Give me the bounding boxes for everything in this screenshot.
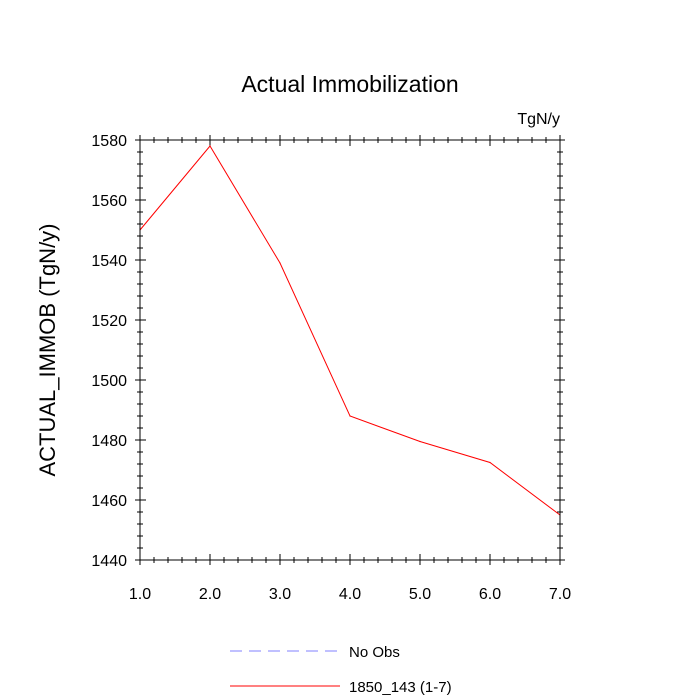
data-series xyxy=(139,145,561,516)
y-tick-label: 1560 xyxy=(91,193,127,210)
data-point xyxy=(209,145,211,147)
x-tick-label: 5.0 xyxy=(409,586,431,603)
data-point xyxy=(419,440,421,443)
x-tick-label: 6.0 xyxy=(479,586,501,603)
units-label: TgN/y xyxy=(517,111,560,128)
axis-tick-labels: 1440 1460 1480 1500 1520 1540 1560 1580 1.0 2.0 3.… xyxy=(91,133,571,603)
y-axis-label: ACTUAL_IMMOB (TgN/y) xyxy=(35,223,60,476)
legend-label-1850-143: 1850_143 (1-7) xyxy=(349,679,452,696)
data-point xyxy=(489,461,491,464)
legend: No Obs 1850_143 (1-7) xyxy=(230,644,452,696)
y-tick-label: 1500 xyxy=(91,373,127,390)
y-tick-label: 1580 xyxy=(91,133,127,150)
data-point xyxy=(349,415,351,417)
x-tick-label: 4.0 xyxy=(339,586,361,603)
series-line-0 xyxy=(139,145,561,516)
y-tick-label: 1540 xyxy=(91,253,127,270)
data-point xyxy=(279,262,281,264)
x-tick-label: 7.0 xyxy=(549,586,571,603)
plot-frame xyxy=(139,139,561,561)
x-tick-label: 2.0 xyxy=(199,586,221,603)
axis-ticks xyxy=(135,135,565,565)
chart-title: Actual Immobilization xyxy=(241,71,458,97)
y-tick-label: 1460 xyxy=(91,493,127,510)
legend-label-no-obs: No Obs xyxy=(349,644,400,661)
y-tick-label: 1440 xyxy=(91,553,127,570)
y-tick-label: 1520 xyxy=(91,313,127,330)
x-tick-label: 1.0 xyxy=(129,586,151,603)
y-tick-label: 1480 xyxy=(91,433,127,450)
x-tick-label: 3.0 xyxy=(269,586,291,603)
